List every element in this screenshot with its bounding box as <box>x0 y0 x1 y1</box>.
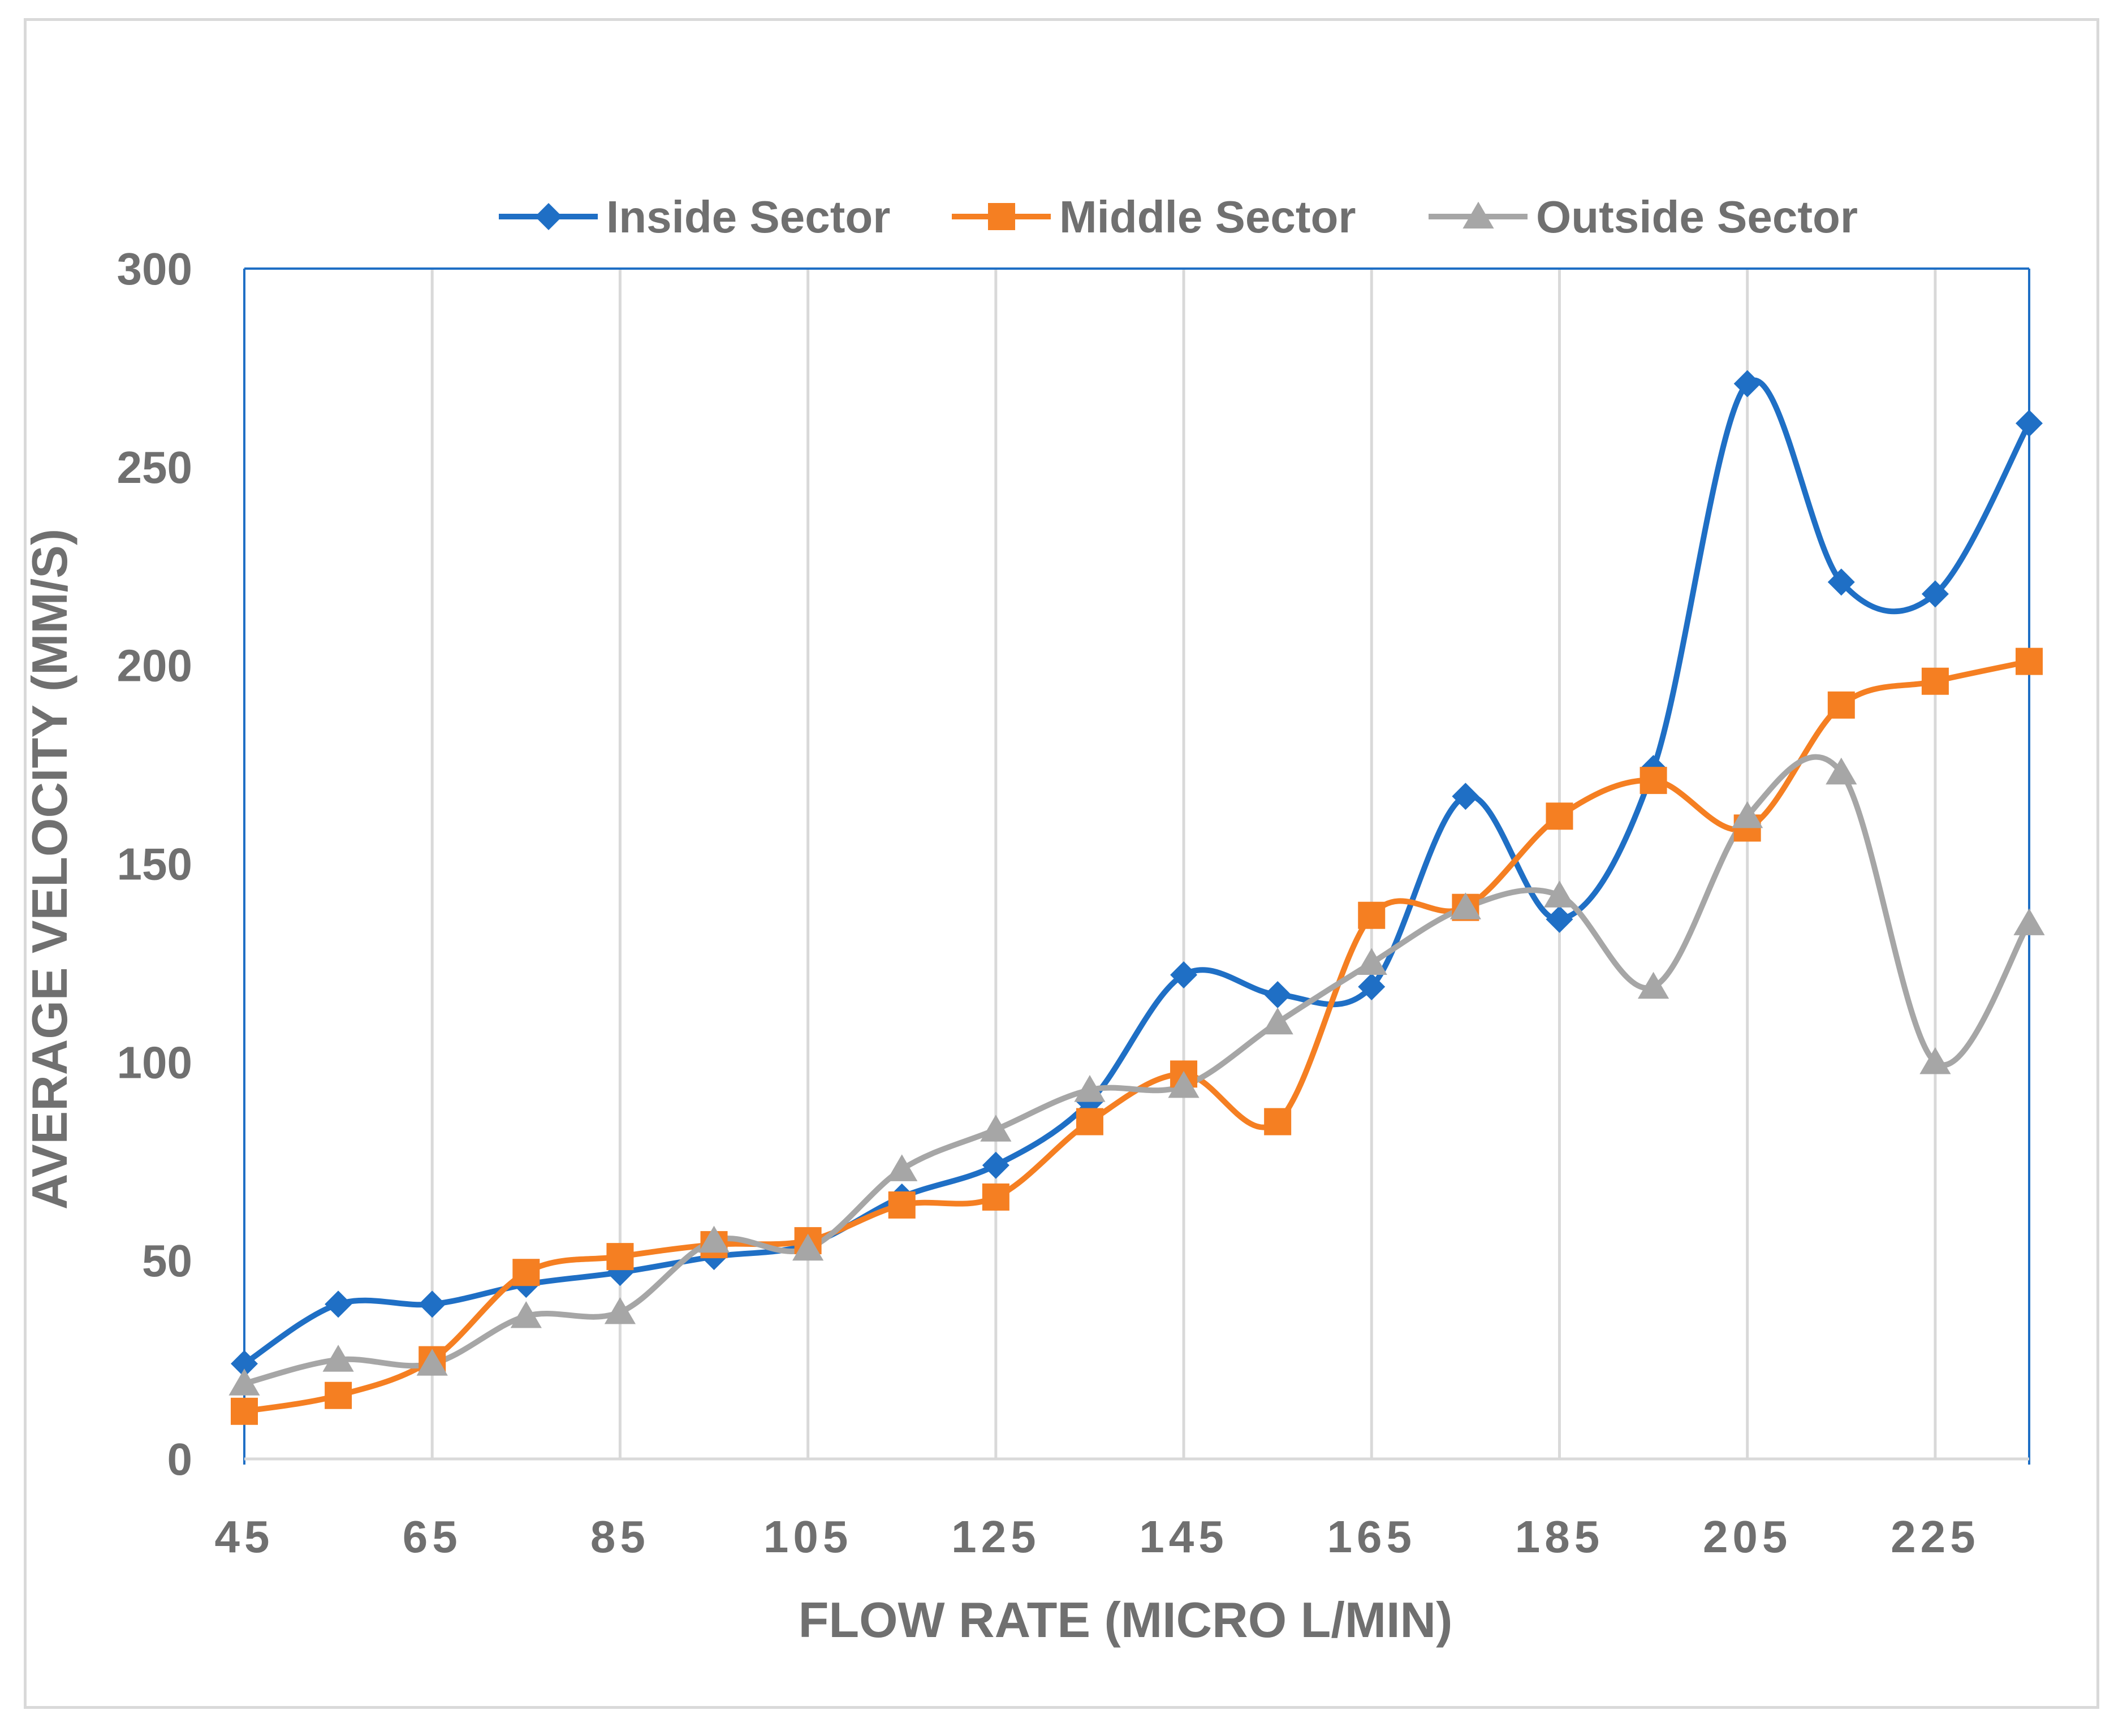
x-tick-label-85: 85 <box>590 1512 650 1562</box>
point-outside-sector-185 <box>1543 880 1576 908</box>
series-line-inside-sector <box>241 377 2032 1367</box>
point-outside-sector-205 <box>1732 801 1763 828</box>
point-inside-sector-235 <box>2016 409 2043 437</box>
plot-area-border <box>243 267 2030 1465</box>
point-middle-sector-55 <box>325 1381 352 1409</box>
legend-label-middle-sector: Middle Sector <box>1059 192 1356 242</box>
point-outside-sector-165 <box>1356 948 1387 975</box>
point-outside-sector-175 <box>1449 892 1481 919</box>
point-inside-sector-185 <box>1546 905 1573 933</box>
point-outside-sector-235 <box>2013 908 2045 935</box>
y-tick-label-150: 150 <box>117 839 192 889</box>
x-axis-title: FLOW RATE (MICRO L/MIN) <box>799 1592 1453 1648</box>
point-outside-sector-145 <box>1168 1071 1200 1098</box>
point-middle-sector-195 <box>1640 767 1667 794</box>
y-tick-label-250: 250 <box>117 442 192 493</box>
y-axis-title: AVERAGE VELOCITY (MM/S) <box>21 529 77 1210</box>
point-inside-sector-215 <box>1827 568 1855 596</box>
legend-marker-middle-sector <box>988 203 1015 230</box>
point-inside-sector-145 <box>1170 961 1198 988</box>
point-inside-sector-125 <box>982 1151 1009 1179</box>
x-tick-label-125: 125 <box>951 1512 1040 1562</box>
point-outside-sector-135 <box>1074 1075 1106 1102</box>
point-outside-sector-115 <box>886 1154 918 1181</box>
x-tick-label-205: 205 <box>1703 1512 1792 1562</box>
legend-item-outside-sector: Outside Sector <box>1429 192 1858 242</box>
x-tick-label-65: 65 <box>403 1512 462 1562</box>
y-tick-label-200: 200 <box>117 641 192 691</box>
point-outside-sector-85 <box>604 1297 636 1324</box>
point-middle-sector-135 <box>1076 1108 1103 1135</box>
series-lines <box>241 377 2032 1414</box>
y-tick-label-300: 300 <box>117 244 192 294</box>
point-inside-sector-165 <box>1358 973 1386 1001</box>
point-middle-sector-85 <box>606 1243 634 1271</box>
point-inside-sector-155 <box>1264 981 1292 1009</box>
legend-marker-outside-sector <box>1462 201 1494 229</box>
legend-label-outside-sector: Outside Sector <box>1536 192 1858 242</box>
point-outside-sector-55 <box>322 1345 354 1372</box>
y-tick-label-50: 50 <box>142 1236 192 1286</box>
x-tick-label-225: 225 <box>1891 1512 1979 1562</box>
point-outside-sector-125 <box>980 1115 1012 1142</box>
point-outside-sector-45 <box>228 1368 260 1396</box>
point-middle-sector-45 <box>231 1397 258 1425</box>
point-outside-sector-95 <box>698 1225 730 1253</box>
y-tick-label-0: 0 <box>167 1434 193 1484</box>
point-middle-sector-115 <box>888 1191 916 1219</box>
x-tick-label-105: 105 <box>763 1512 852 1562</box>
legend-label-inside-sector: Inside Sector <box>606 192 890 242</box>
legend-item-middle-sector: Middle Sector <box>952 192 1356 242</box>
point-middle-sector-75 <box>512 1259 540 1286</box>
point-inside-sector-45 <box>231 1350 258 1377</box>
point-outside-sector-65 <box>416 1349 448 1376</box>
chart-frame <box>24 18 2099 1709</box>
grid-lines <box>430 269 1937 1459</box>
point-middle-sector-125 <box>982 1183 1009 1211</box>
point-outside-sector-155 <box>1262 1007 1293 1035</box>
point-middle-sector-165 <box>1358 901 1386 929</box>
y-axis-ticks: 0 50 100 150 200 250 300 <box>117 244 192 1484</box>
point-inside-sector-225 <box>1921 580 1949 608</box>
legend-marker-inside-sector <box>535 203 562 230</box>
point-middle-sector-235 <box>2016 647 2043 675</box>
point-middle-sector-155 <box>1264 1108 1292 1135</box>
series-markers <box>228 370 2045 1425</box>
point-inside-sector-205 <box>1733 370 1761 398</box>
legend: Inside Sector Middle Sector Outside Sector <box>499 192 1858 242</box>
point-middle-sector-185 <box>1546 802 1573 830</box>
point-outside-sector-105 <box>792 1233 824 1261</box>
point-inside-sector-175 <box>1452 783 1479 810</box>
point-outside-sector-195 <box>1637 971 1669 999</box>
x-axis-ticks: 45 65 85 105 125 145 165 185 205 225 <box>215 1512 1979 1562</box>
point-inside-sector-55 <box>325 1290 352 1318</box>
legend-item-inside-sector: Inside Sector <box>499 192 890 242</box>
point-outside-sector-225 <box>1919 1047 1951 1074</box>
x-tick-label-145: 145 <box>1139 1512 1228 1562</box>
point-middle-sector-215 <box>1827 691 1855 719</box>
series-line-outside-sector <box>241 754 2032 1387</box>
point-inside-sector-65 <box>419 1290 446 1318</box>
x-tick-label-185: 185 <box>1515 1512 1604 1562</box>
y-tick-label-100: 100 <box>117 1037 192 1087</box>
point-outside-sector-215 <box>1826 757 1857 785</box>
point-outside-sector-75 <box>510 1301 542 1328</box>
x-tick-label-165: 165 <box>1327 1512 1416 1562</box>
point-middle-sector-225 <box>1921 667 1949 695</box>
x-tick-label-45: 45 <box>215 1512 274 1562</box>
